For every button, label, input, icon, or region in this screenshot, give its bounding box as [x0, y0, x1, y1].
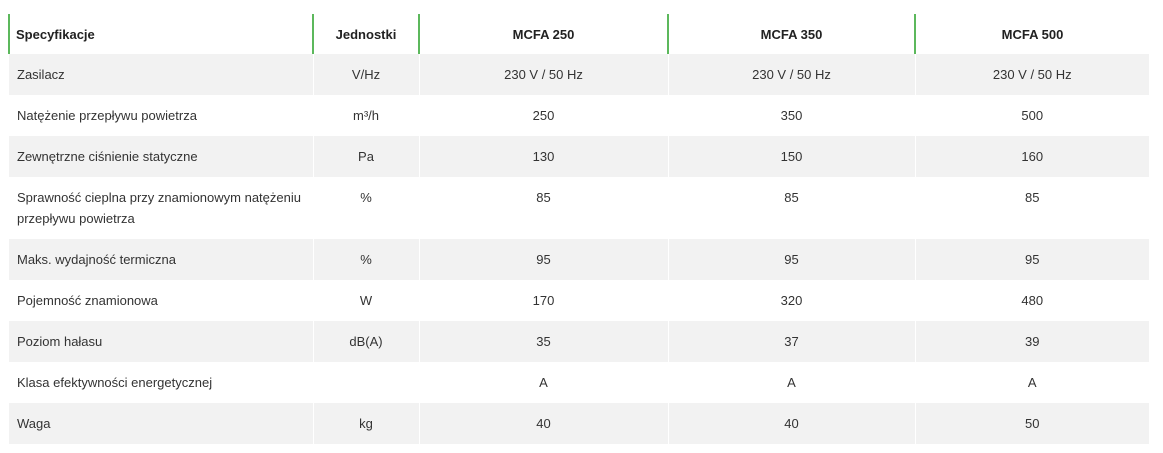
- table-row: Maks. wydajność termiczna % 95 95 95: [9, 239, 1149, 280]
- spec-value-mcfa-350: 150: [667, 136, 915, 177]
- spec-unit: m³/h: [312, 95, 419, 136]
- table-row: Waga kg 40 40 50: [9, 403, 1149, 444]
- spec-value-mcfa-250: 130: [418, 136, 668, 177]
- spec-name: Sprawność cieplna przy znamionowym natęż…: [9, 177, 313, 239]
- spec-value-mcfa-250: A: [418, 362, 668, 403]
- spec-value-mcfa-350: 40: [667, 403, 915, 444]
- spec-value-mcfa-250: 170: [418, 280, 668, 321]
- spec-value-mcfa-500: A: [914, 362, 1149, 403]
- specification-table: Specyfikacje Jednostki MCFA 250 MCFA 350…: [8, 14, 1149, 444]
- spec-unit: %: [312, 239, 419, 280]
- spec-value-mcfa-250: 35: [418, 321, 668, 362]
- spec-name: Natężenie przepływu powietrza: [9, 95, 313, 136]
- spec-name: Maks. wydajność termiczna: [9, 239, 313, 280]
- spec-value-mcfa-250: 230 V / 50 Hz: [418, 54, 668, 95]
- table-row: Zasilacz V/Hz 230 V / 50 Hz 230 V / 50 H…: [9, 54, 1149, 95]
- spec-value-mcfa-250: 85: [418, 177, 668, 239]
- spec-name: Poziom hałasu: [9, 321, 313, 362]
- header-mcfa-250: MCFA 250: [418, 14, 668, 54]
- spec-value-mcfa-500: 95: [914, 239, 1149, 280]
- table-row: Natężenie przepływu powietrza m³/h 250 3…: [9, 95, 1149, 136]
- spec-unit: V/Hz: [312, 54, 419, 95]
- header-jednostki: Jednostki: [312, 14, 419, 54]
- spec-unit: kg: [312, 403, 419, 444]
- spec-value-mcfa-350: A: [667, 362, 915, 403]
- table-header-row: Specyfikacje Jednostki MCFA 250 MCFA 350…: [8, 14, 1149, 54]
- spec-value-mcfa-500: 160: [914, 136, 1149, 177]
- table-row: Pojemność znamionowa W 170 320 480: [9, 280, 1149, 321]
- spec-value-mcfa-500: 480: [914, 280, 1149, 321]
- spec-value-mcfa-350: 85: [667, 177, 915, 239]
- spec-name: Zewnętrzne ciśnienie statyczne: [9, 136, 313, 177]
- spec-unit: [312, 362, 419, 403]
- table-row: Klasa efektywności energetycznej A A A: [9, 362, 1149, 403]
- spec-name: Waga: [9, 403, 313, 444]
- spec-name: Klasa efektywności energetycznej: [9, 362, 313, 403]
- header-mcfa-350: MCFA 350: [667, 14, 915, 54]
- spec-value-mcfa-350: 37: [667, 321, 915, 362]
- spec-unit: Pa: [312, 136, 419, 177]
- spec-value-mcfa-350: 350: [667, 95, 915, 136]
- spec-name: Pojemność znamionowa: [9, 280, 313, 321]
- spec-value-mcfa-500: 500: [914, 95, 1149, 136]
- spec-value-mcfa-250: 250: [418, 95, 668, 136]
- spec-value-mcfa-350: 95: [667, 239, 915, 280]
- spec-name: Zasilacz: [9, 54, 313, 95]
- spec-unit: W: [312, 280, 419, 321]
- header-mcfa-500: MCFA 500: [914, 14, 1149, 54]
- table-row: Sprawność cieplna przy znamionowym natęż…: [9, 177, 1149, 239]
- spec-value-mcfa-500: 85: [914, 177, 1149, 239]
- spec-value-mcfa-500: 230 V / 50 Hz: [914, 54, 1149, 95]
- spec-value-mcfa-350: 230 V / 50 Hz: [667, 54, 915, 95]
- spec-value-mcfa-350: 320: [667, 280, 915, 321]
- spec-value-mcfa-500: 39: [914, 321, 1149, 362]
- table-row: Poziom hałasu dB(A) 35 37 39: [9, 321, 1149, 362]
- header-specyfikacje: Specyfikacje: [8, 14, 313, 54]
- spec-value-mcfa-500: 50: [914, 403, 1149, 444]
- spec-unit: dB(A): [312, 321, 419, 362]
- spec-value-mcfa-250: 95: [418, 239, 668, 280]
- spec-unit: %: [312, 177, 419, 239]
- table-row: Zewnętrzne ciśnienie statyczne Pa 130 15…: [9, 136, 1149, 177]
- spec-value-mcfa-250: 40: [418, 403, 668, 444]
